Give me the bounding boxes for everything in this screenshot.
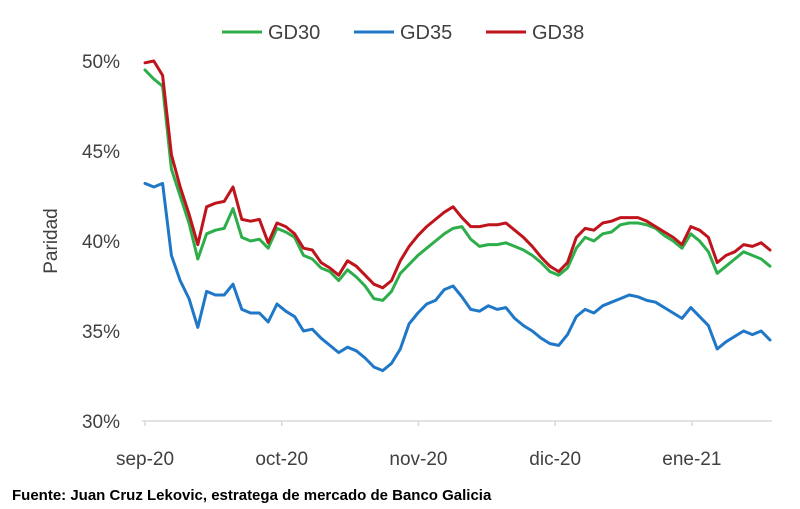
x-tick-label: oct-20 [255,449,308,470]
y-tick-label: 40% [82,232,120,253]
x-axis: sep-20 oct-20 nov-20 dic-20 ene-21 [116,420,772,470]
y-tick-label: 35% [82,322,120,343]
x-tick-label: ene-21 [662,449,721,470]
x-tick-label: nov-20 [389,449,447,470]
y-tick-label: 45% [82,142,120,163]
y-tick-label: 50% [82,52,120,73]
legend-label-gd30: GD30 [268,22,320,44]
source-note: Fuente: Juan Cruz Lekovic, estratega de … [12,487,492,504]
series-line-gd38 [143,59,772,290]
legend-label-gd35: GD35 [400,22,452,44]
x-tick-label: dic-20 [529,449,581,470]
y-axis: 30% 35% 40% 45% 50% [82,52,120,433]
series-line-gd35 [143,181,772,373]
series-line-gd30 [143,68,772,302]
y-tick-label: 30% [82,412,120,433]
series-group [143,59,772,373]
legend-label-gd38: GD38 [532,22,584,44]
x-tick-label: sep-20 [116,449,174,470]
legend: GD30 GD35 GD38 [222,22,584,44]
y-axis-label: Paridad [41,208,62,274]
